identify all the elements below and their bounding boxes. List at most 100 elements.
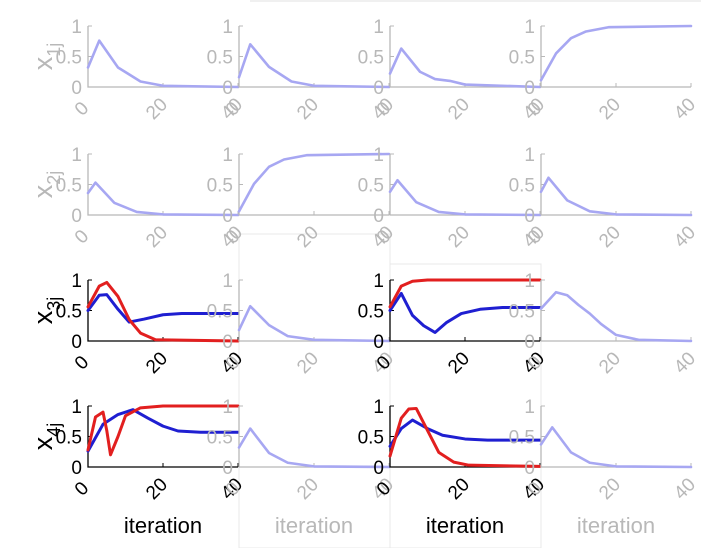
y-tick-label: 0 [373,206,384,227]
panel-r2-c2: 00.510 20 40 [207,145,398,252]
x-tick-label: 0 [71,478,93,500]
column-xlabel-3: iteration [426,513,504,538]
series-line-2 [86,280,240,343]
y-tick-label: 1 [71,271,82,292]
x-tick-label: 20 [444,474,474,504]
series-line-1 [86,408,240,453]
y-tick-label: 0.5 [56,176,82,197]
series-line-1 [86,39,240,89]
panel-r2-c1: 00.510 20 40 [56,145,247,252]
y-tick-label: 1 [524,145,535,166]
x-tick-label: 20 [444,222,474,252]
y-tick-label: 0 [222,332,233,353]
series-line-1 [388,291,542,334]
y-tick-label: 0.5 [358,48,384,69]
x-tick-label: 0 [71,352,93,374]
y-tick-label: 1 [524,397,535,418]
y-tick-label: 1 [222,145,233,166]
panel-r2-c4: 00.510 20 40 [509,145,700,252]
y-tick-label: 0.5 [207,176,233,197]
y-tick-label: 1 [373,17,384,38]
y-tick-label: 0.5 [358,176,384,197]
x-tick-label: 0 [71,98,93,120]
row-label-main: x [28,56,58,70]
series-line-1 [539,290,693,343]
y-tick-label: 0.5 [358,428,384,449]
panel-r3-c3: 00.510 20 40 [358,271,549,378]
x-tick-label: 20 [293,474,323,504]
y-tick-label: 0.5 [207,48,233,69]
series-line-1 [237,43,391,89]
y-tick-label: 0 [373,458,384,479]
x-tick-label: 0 [71,226,93,248]
y-tick-label: 1 [373,397,384,418]
y-tick-label: 1 [222,397,233,418]
y-tick-label: 0 [71,78,82,99]
y-tick-label: 1 [373,145,384,166]
svg-text:x3j: x3j [28,297,64,325]
y-tick-label: 0 [222,458,233,479]
y-tick-label: 0 [524,458,535,479]
y-tick-label: 1 [222,17,233,38]
series-line-2 [388,406,542,468]
x-tick-label: 20 [293,222,323,252]
row-label-sub: 1j [44,43,64,57]
x-tick-label: 20 [595,94,625,124]
x-tick-label: 20 [444,94,474,124]
y-tick-label: 0.5 [509,428,535,449]
series-line-1 [86,293,240,324]
panel-r4-c3: 00.510 20 40 [358,397,549,504]
x-tick-label: 20 [595,348,625,378]
series-line-1 [388,47,542,89]
x-tick-label: 20 [293,94,323,124]
y-tick-label: 1 [71,17,82,38]
panel-r4-c4: 00.510 20 40 [509,397,700,504]
y-tick-label: 0.5 [509,302,535,323]
axes-frame [540,26,691,88]
row-label-1: x1j [28,43,64,71]
x-tick-label: 40 [670,94,700,124]
series-line-1 [539,24,693,82]
x-tick-label: 20 [595,222,625,252]
y-tick-label: 1 [71,397,82,418]
y-tick-label: 0.5 [509,48,535,69]
series-line-1 [237,427,391,469]
svg-text:x4j: x4j [28,423,64,451]
y-tick-label: 1 [71,145,82,166]
y-tick-label: 1 [373,271,384,292]
y-tick-label: 0 [373,78,384,99]
y-tick-label: 0 [222,78,233,99]
axes-frame [540,154,691,216]
panel-r1-c3: 00.510 20 40 [358,17,549,124]
series-line-1 [237,152,391,213]
series-line-1 [86,181,240,217]
x-tick-label: 20 [142,222,172,252]
y-tick-label: 0 [524,206,535,227]
series-line-1 [539,426,693,469]
row-label-3: x3j [28,297,64,325]
x-tick-label: 20 [595,474,625,504]
panel-r4-c1: 00.510 20 40 [56,397,247,504]
x-tick-label: 20 [142,348,172,378]
row-label-4: x4j [28,423,64,451]
panel-r3-c4: 00.510 20 40 [509,271,700,378]
axes-frame [540,406,691,468]
panel-r1-c2: 00.510 20 40 [207,17,398,124]
x-tick-label: 20 [444,348,474,378]
y-tick-label: 0 [71,206,82,227]
row-label-main: x [28,310,58,324]
series-line-2 [86,404,240,457]
y-tick-label: 0.5 [207,428,233,449]
y-tick-label: 0.5 [358,302,384,323]
panel-r1-c1: 00.510 20 40 [56,17,247,124]
y-tick-label: 0.5 [56,302,82,323]
y-tick-label: 0 [373,332,384,353]
x-tick-label: 40 [670,474,700,504]
y-tick-label: 0.5 [56,428,82,449]
row-label-2: x2j [28,171,64,199]
y-tick-label: 1 [222,271,233,292]
y-tick-label: 0 [524,78,535,99]
column-xlabel-2: iteration [275,513,353,538]
